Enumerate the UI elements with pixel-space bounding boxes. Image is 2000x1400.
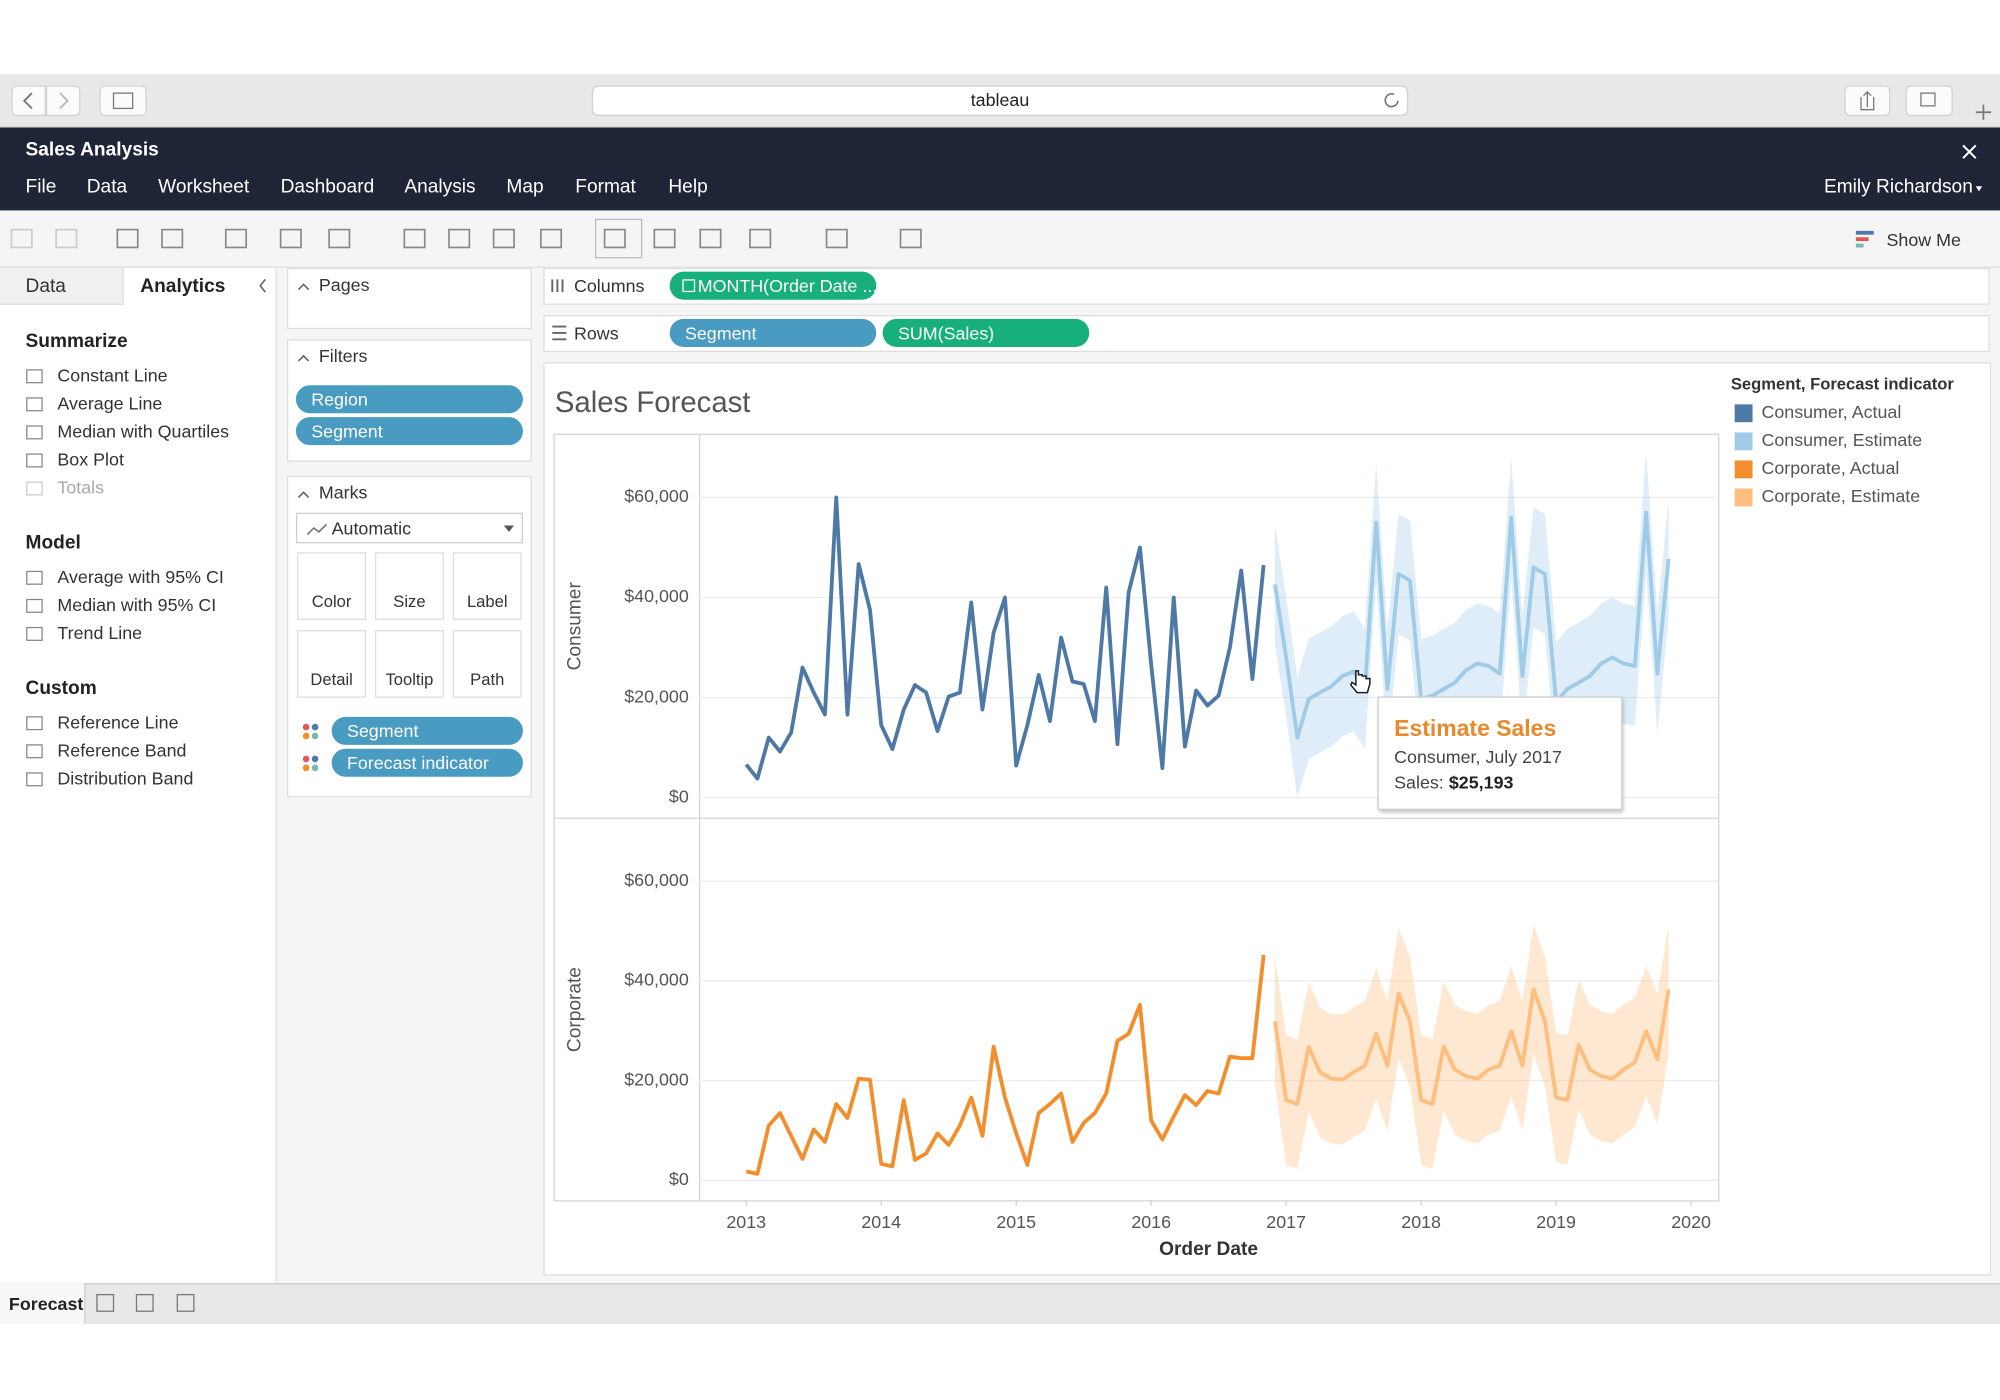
x-tick-label: 2016 xyxy=(1131,1212,1171,1232)
legend-swatch xyxy=(1735,404,1753,422)
x-tick-label: 2019 xyxy=(1536,1212,1576,1232)
x-tick-label: 2017 xyxy=(1266,1212,1306,1232)
y-tick-label: $0 xyxy=(669,786,689,806)
x-tick-label: 2013 xyxy=(726,1212,766,1232)
x-axis-label: Order Date xyxy=(1159,1239,1258,1260)
y-tick-label: $20,000 xyxy=(624,686,689,706)
y-axis-label: Corporate xyxy=(564,967,585,1052)
tooltip-line: Sales:$25,193 xyxy=(1394,772,1513,792)
y-tick-label: $40,000 xyxy=(624,970,689,990)
legend-entry[interactable]: Corporate, Estimate xyxy=(1761,486,1920,506)
tooltip-value: $25,193 xyxy=(1449,772,1514,792)
series-line xyxy=(746,955,1263,1174)
y-tick-label: $60,000 xyxy=(624,486,689,506)
legend-swatch xyxy=(1735,460,1753,478)
tooltip: Estimate Sales Consumer, July 2017 Sales:$… xyxy=(1378,696,1623,810)
x-tick-label: 2014 xyxy=(861,1212,901,1232)
legend-title: Segment, Forecast indicator xyxy=(1731,375,1954,394)
y-axis-label: Consumer xyxy=(564,582,585,671)
x-tick-label: 2020 xyxy=(1671,1212,1711,1232)
tooltip-subtitle: Consumer, July 2017 xyxy=(1394,746,1562,766)
cursor-hand xyxy=(1351,671,1370,693)
y-tick-label: $60,000 xyxy=(624,870,689,890)
legend-entry[interactable]: Consumer, Actual xyxy=(1761,402,1901,422)
legend-swatch xyxy=(1735,432,1753,450)
tooltip-title: Estimate Sales xyxy=(1394,716,1556,743)
cursor xyxy=(1348,668,1374,696)
legend-entry[interactable]: Consumer, Estimate xyxy=(1761,430,1922,450)
y-tick-label: $20,000 xyxy=(624,1069,689,1089)
y-tick-label: $40,000 xyxy=(624,586,689,606)
legend-swatch xyxy=(1735,489,1753,507)
x-tick-label: 2018 xyxy=(1401,1212,1441,1232)
x-tick-label: 2015 xyxy=(996,1212,1036,1232)
series-line xyxy=(746,497,1263,778)
tooltip-label: Sales: xyxy=(1394,772,1444,792)
chart-title: Sales Forecast xyxy=(555,386,751,419)
forecast-band xyxy=(1275,925,1669,1169)
y-tick-label: $0 xyxy=(669,1169,689,1189)
legend-entry[interactable]: Corporate, Actual xyxy=(1761,458,1899,478)
